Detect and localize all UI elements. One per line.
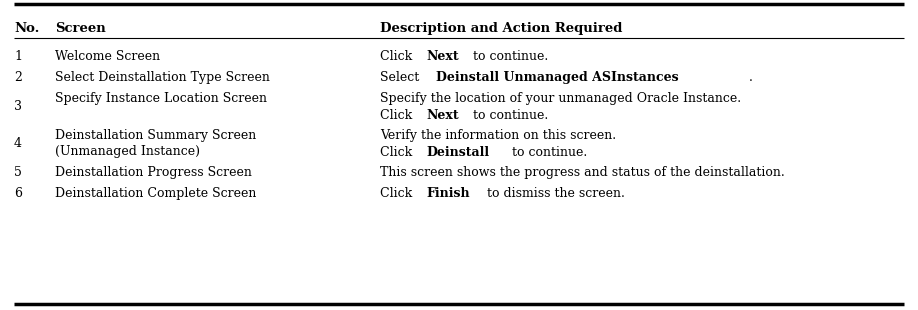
Text: to continue.: to continue. (469, 50, 548, 63)
Text: Select: Select (380, 71, 423, 84)
Text: Verify the information on this screen.: Verify the information on this screen. (380, 129, 616, 142)
Text: to continue.: to continue. (509, 146, 588, 159)
Text: Select Deinstallation Type Screen: Select Deinstallation Type Screen (55, 71, 270, 84)
Text: to continue.: to continue. (469, 109, 548, 122)
Text: Next: Next (427, 109, 459, 122)
Text: (Unmanaged Instance): (Unmanaged Instance) (55, 145, 200, 158)
Text: Specify the location of your unmanaged Oracle Instance.: Specify the location of your unmanaged O… (380, 92, 741, 105)
Text: Deinstallation Complete Screen: Deinstallation Complete Screen (55, 187, 256, 200)
Text: No.: No. (14, 22, 39, 35)
Text: Deinstall: Deinstall (427, 146, 490, 159)
Text: Deinstallation Summary Screen: Deinstallation Summary Screen (55, 129, 256, 142)
Text: 6: 6 (14, 187, 22, 200)
Text: Screen: Screen (55, 22, 106, 35)
Text: .: . (749, 71, 753, 84)
Text: Click: Click (380, 187, 416, 200)
Text: to dismiss the screen.: to dismiss the screen. (483, 187, 625, 200)
Text: 2: 2 (14, 71, 22, 84)
Text: Next: Next (427, 50, 459, 63)
Text: Click: Click (380, 50, 416, 63)
Text: Click: Click (380, 146, 416, 159)
Text: Description and Action Required: Description and Action Required (380, 22, 622, 35)
Text: This screen shows the progress and status of the deinstallation.: This screen shows the progress and statu… (380, 166, 785, 179)
Text: Click: Click (380, 109, 416, 122)
Text: Welcome Screen: Welcome Screen (55, 50, 160, 63)
Text: Finish: Finish (427, 187, 470, 200)
Text: 3: 3 (14, 100, 22, 113)
Text: Specify Instance Location Screen: Specify Instance Location Screen (55, 92, 267, 105)
Text: Deinstall Unmanaged ASInstances: Deinstall Unmanaged ASInstances (436, 71, 678, 84)
Text: 5: 5 (14, 166, 22, 179)
Text: 1: 1 (14, 50, 22, 63)
Text: 4: 4 (14, 137, 22, 150)
Text: Deinstallation Progress Screen: Deinstallation Progress Screen (55, 166, 252, 179)
